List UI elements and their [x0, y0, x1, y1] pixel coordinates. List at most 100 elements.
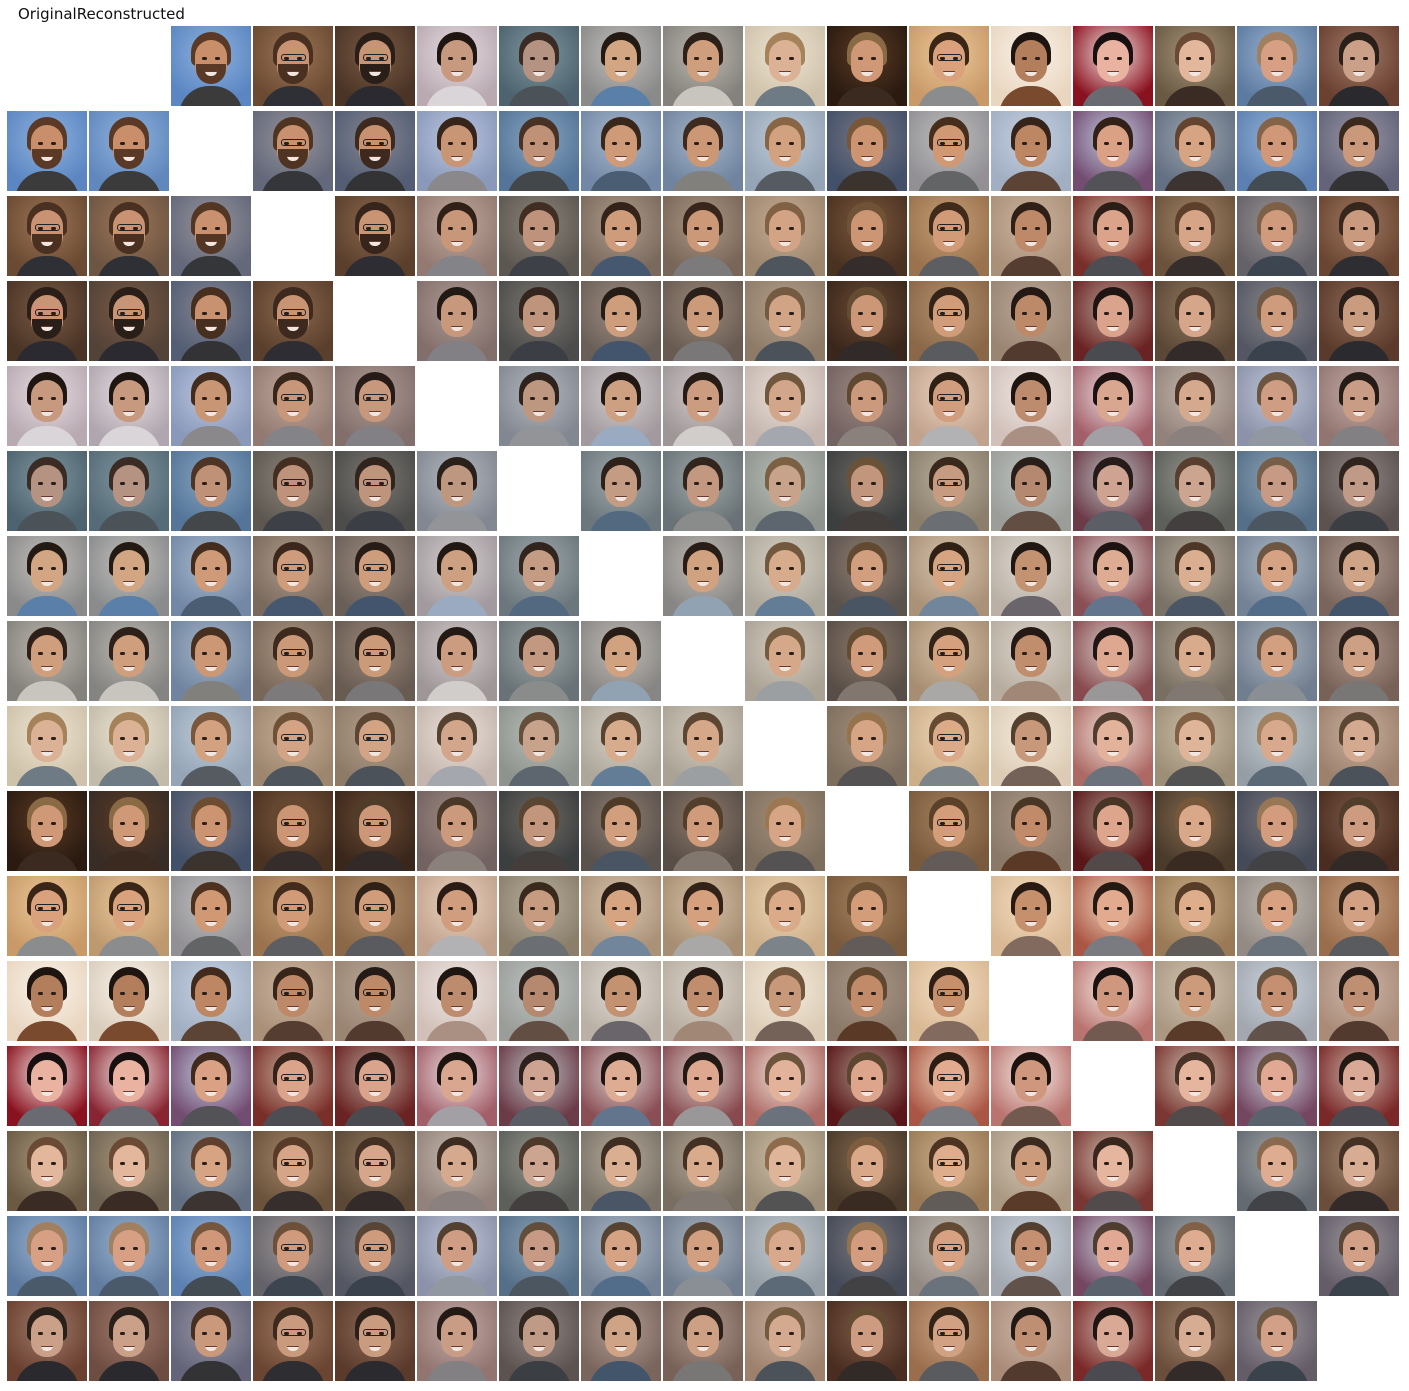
face-glasses — [363, 734, 388, 741]
face-glasses — [281, 1159, 306, 1166]
face-eye — [297, 652, 302, 655]
face-eye — [284, 737, 289, 740]
mixed-face-thumbnail — [253, 1131, 333, 1211]
face-eye — [1199, 227, 1204, 230]
face-shoulders — [261, 1191, 325, 1211]
face-mouth — [533, 666, 545, 671]
empty-cell — [909, 876, 989, 956]
face-eye — [133, 142, 138, 145]
face-eye — [1199, 822, 1204, 825]
face-mouth — [615, 836, 627, 841]
face-eye — [707, 737, 712, 740]
face-eye — [1350, 397, 1355, 400]
face-glasses — [363, 819, 388, 826]
face-eye — [1117, 567, 1122, 570]
face-shoulders — [343, 256, 407, 276]
face-mouth — [1353, 751, 1365, 756]
mixed-face-thumbnail — [335, 1301, 415, 1381]
face-eye — [202, 992, 207, 995]
face-shoulders — [1245, 426, 1309, 446]
face-eye — [789, 57, 794, 60]
face-glasses — [117, 224, 142, 231]
face-mouth — [943, 496, 955, 501]
mixed-face-thumbnail — [171, 1046, 251, 1126]
face-shoulders — [507, 1276, 571, 1296]
face-eye — [707, 57, 712, 60]
face-shoulders — [97, 766, 161, 786]
reconstructed-label: Reconstructed — [76, 5, 185, 23]
face-eye — [1022, 737, 1027, 740]
face-eye — [215, 312, 220, 315]
face-eye — [871, 397, 876, 400]
face-eye — [133, 737, 138, 740]
face-eye — [1022, 482, 1027, 485]
face-shoulders — [97, 936, 161, 956]
face-mouth — [861, 156, 873, 161]
mixed-face-thumbnail — [827, 366, 907, 446]
face-mouth — [615, 1091, 627, 1096]
face-eye — [133, 567, 138, 570]
face-eye — [202, 1332, 207, 1335]
empty-cell — [417, 366, 497, 446]
face-eye — [530, 907, 535, 910]
face-eye — [625, 57, 630, 60]
face-glasses — [117, 904, 142, 911]
face-shoulders — [261, 936, 325, 956]
face-eye — [202, 397, 207, 400]
face-eye — [1186, 142, 1191, 145]
face-eye — [379, 1077, 384, 1080]
mixed-face-thumbnail — [499, 536, 579, 616]
face-mouth — [451, 666, 463, 671]
face-mouth — [451, 836, 463, 841]
mixed-face-thumbnail — [1319, 536, 1399, 616]
face-eye — [625, 1077, 630, 1080]
face-eye — [284, 992, 289, 995]
face-mouth — [943, 1176, 955, 1181]
mixed-face-thumbnail — [253, 621, 333, 701]
face-eye — [366, 652, 371, 655]
face-eye — [1199, 142, 1204, 145]
face-mouth — [205, 1261, 217, 1266]
face-eye — [1104, 397, 1109, 400]
face-shoulders — [753, 596, 817, 616]
empty-cell — [1155, 1131, 1235, 1211]
face-eye — [1104, 1247, 1109, 1250]
face-shoulders — [97, 511, 161, 531]
face-shoulders — [589, 86, 653, 106]
face-mouth — [1025, 751, 1037, 756]
face-shoulders — [999, 1106, 1063, 1126]
face-mouth — [861, 411, 873, 416]
face-mouth — [451, 751, 463, 756]
face-eye — [871, 1162, 876, 1165]
face-eye — [1199, 397, 1204, 400]
face-shoulders — [261, 1276, 325, 1296]
face-eye — [448, 482, 453, 485]
face-eye — [1268, 822, 1273, 825]
face-eye — [1350, 737, 1355, 740]
mixed-face-thumbnail — [663, 876, 743, 956]
original-face-thumbnail — [171, 26, 251, 106]
face-shoulders — [425, 1106, 489, 1126]
face-shoulders — [15, 596, 79, 616]
face-eye — [612, 482, 617, 485]
face-mouth — [779, 1261, 791, 1266]
face-shoulders — [999, 1276, 1063, 1296]
face-mouth — [369, 411, 381, 416]
face-shoulders — [179, 1106, 243, 1126]
face-mouth — [861, 751, 873, 756]
face-eye — [133, 652, 138, 655]
face-shoulders — [1163, 681, 1227, 701]
face-eye — [1199, 652, 1204, 655]
face-mouth — [205, 1346, 217, 1351]
face-glasses — [281, 734, 306, 741]
face-eye — [707, 1162, 712, 1165]
face-eye — [461, 652, 466, 655]
face-shoulders — [1163, 426, 1227, 446]
face-eye — [940, 1162, 945, 1165]
face-mouth — [1025, 581, 1037, 586]
mixed-face-thumbnail — [1155, 961, 1235, 1041]
face-eye — [297, 1247, 302, 1250]
face-mouth — [779, 581, 791, 586]
face-eye — [530, 57, 535, 60]
face-eye — [858, 992, 863, 995]
